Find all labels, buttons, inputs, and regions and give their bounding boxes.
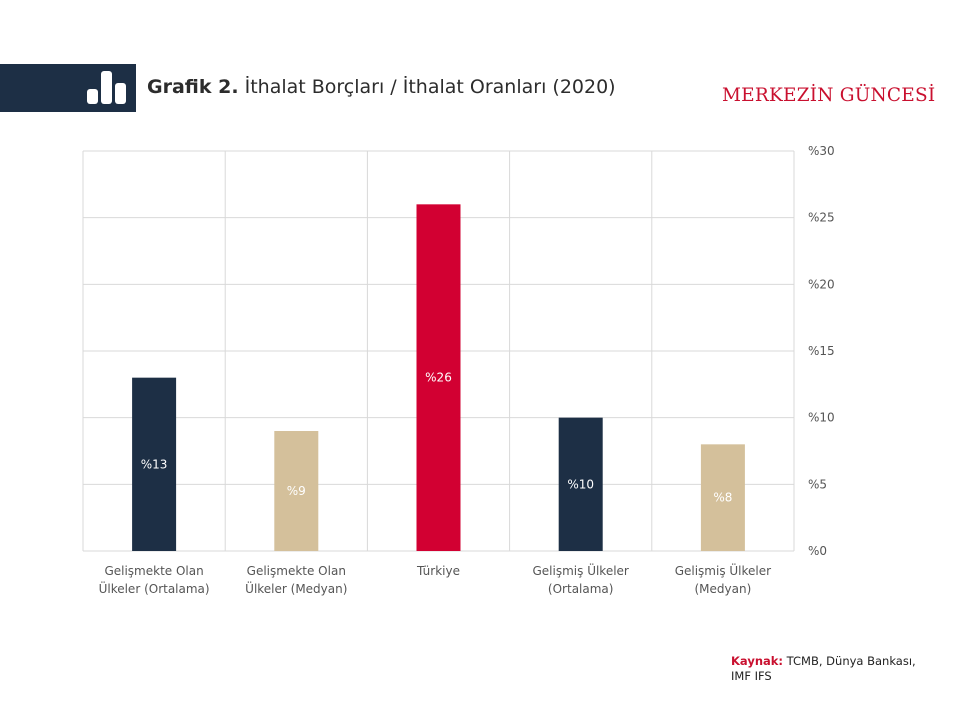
chart-title-prefix: Grafik 2. xyxy=(147,76,239,98)
y-tick-label: %20 xyxy=(808,277,835,291)
bar-chart-icon xyxy=(87,71,126,104)
x-category-label: (Ortalama) xyxy=(548,582,614,596)
source-note: Kaynak: TCMB, Dünya Bankası, IMF IFS xyxy=(731,654,936,684)
y-tick-label: %15 xyxy=(808,344,835,358)
x-category-label: Türkiye xyxy=(416,564,460,578)
brand-logo-text: MERKEZİN GÜNCESİ xyxy=(722,85,936,106)
x-category-label: Gelişmiş Ülkeler xyxy=(675,562,771,578)
x-category-label: Gelişmiş Ülkeler xyxy=(533,562,629,578)
bar-value-label: %8 xyxy=(713,491,732,505)
x-category-label: Gelişmekte Olan xyxy=(247,564,346,578)
y-tick-label: %5 xyxy=(808,477,827,491)
x-category-label: Ülkeler (Ortalama) xyxy=(99,580,210,596)
bar xyxy=(700,444,745,551)
x-category-label: Gelişmekte Olan xyxy=(104,564,203,578)
bar xyxy=(274,431,319,551)
y-tick-label: %30 xyxy=(808,144,835,158)
source-label: Kaynak: xyxy=(731,654,784,668)
chart-title-text: İthalat Borçları / İthalat Oranları (202… xyxy=(244,76,616,98)
chart-title: Grafik 2. İthalat Borçları / İthalat Ora… xyxy=(147,76,616,98)
bar-value-label: %13 xyxy=(141,457,168,471)
bar-value-label: %26 xyxy=(425,371,452,385)
y-tick-label: %0 xyxy=(808,544,827,558)
x-category-label: Ülkeler (Medyan) xyxy=(245,580,347,596)
title-bar xyxy=(0,64,136,112)
y-tick-label: %25 xyxy=(808,211,835,225)
bar-value-label: %10 xyxy=(567,477,594,491)
bar-value-label: %9 xyxy=(287,484,306,498)
bar xyxy=(132,377,177,551)
source-text: TCMB, Dünya Bankası, IMF IFS xyxy=(731,654,916,683)
bar xyxy=(416,204,461,552)
y-tick-label: %10 xyxy=(808,411,835,425)
x-category-label: (Medyan) xyxy=(695,582,752,596)
bar xyxy=(558,417,603,551)
